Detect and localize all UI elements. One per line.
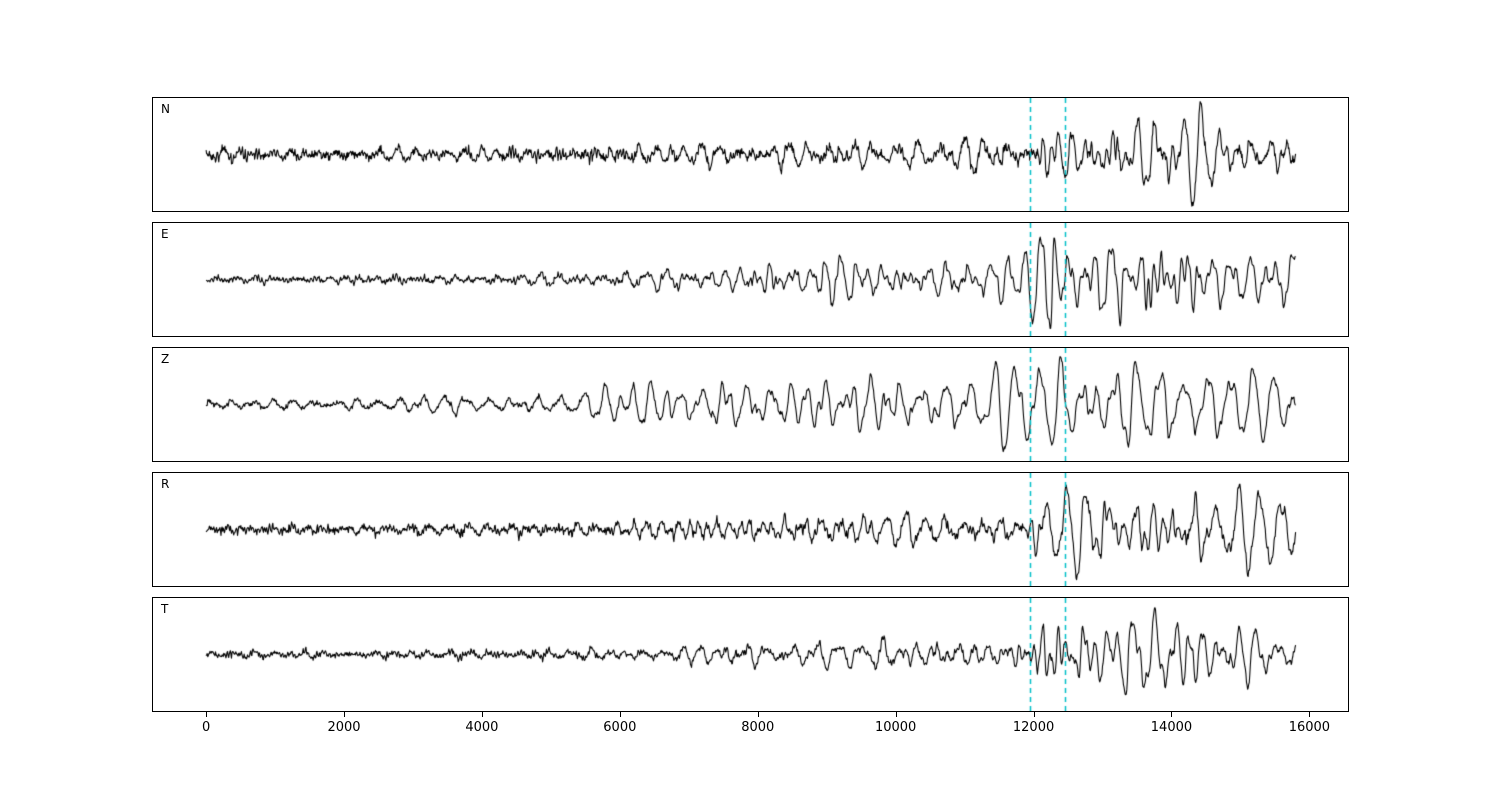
- x-tick: [1309, 712, 1311, 717]
- panel-N: N: [152, 97, 1349, 212]
- panel-Z: Z: [152, 347, 1349, 462]
- x-tick: [481, 712, 483, 717]
- waveform-canvas-T: [153, 598, 1348, 711]
- x-tick-label: 6000: [603, 720, 637, 735]
- waveform-canvas-Z: [153, 348, 1348, 461]
- x-tick: [1033, 712, 1035, 717]
- x-tick-label: 12000: [1012, 720, 1055, 735]
- x-tick-label: 10000: [874, 720, 917, 735]
- x-tick-label: 2000: [327, 720, 361, 735]
- x-tick-label: 16000: [1288, 720, 1331, 735]
- panel-label: Z: [161, 352, 170, 366]
- panel-E: E: [152, 222, 1349, 337]
- waveform-canvas-E: [153, 223, 1348, 336]
- panel-label: T: [161, 602, 169, 616]
- x-tick-label: 0: [201, 720, 211, 735]
- x-tick: [619, 712, 621, 717]
- panel-T: T: [152, 597, 1349, 712]
- x-tick: [757, 712, 759, 717]
- panel-R: R: [152, 472, 1349, 587]
- x-tick: [1171, 712, 1173, 717]
- waveform-canvas-N: [153, 98, 1348, 211]
- x-tick: [344, 712, 345, 717]
- x-tick-label: 8000: [741, 720, 775, 735]
- panel-label: N: [161, 102, 170, 116]
- x-tick-label: 4000: [465, 720, 499, 735]
- x-tick-label: 14000: [1150, 720, 1193, 735]
- waveform-canvas-R: [153, 473, 1348, 586]
- x-tick: [895, 712, 897, 717]
- panel-label: R: [161, 477, 170, 491]
- panel-label: E: [161, 227, 169, 241]
- x-tick: [206, 712, 208, 717]
